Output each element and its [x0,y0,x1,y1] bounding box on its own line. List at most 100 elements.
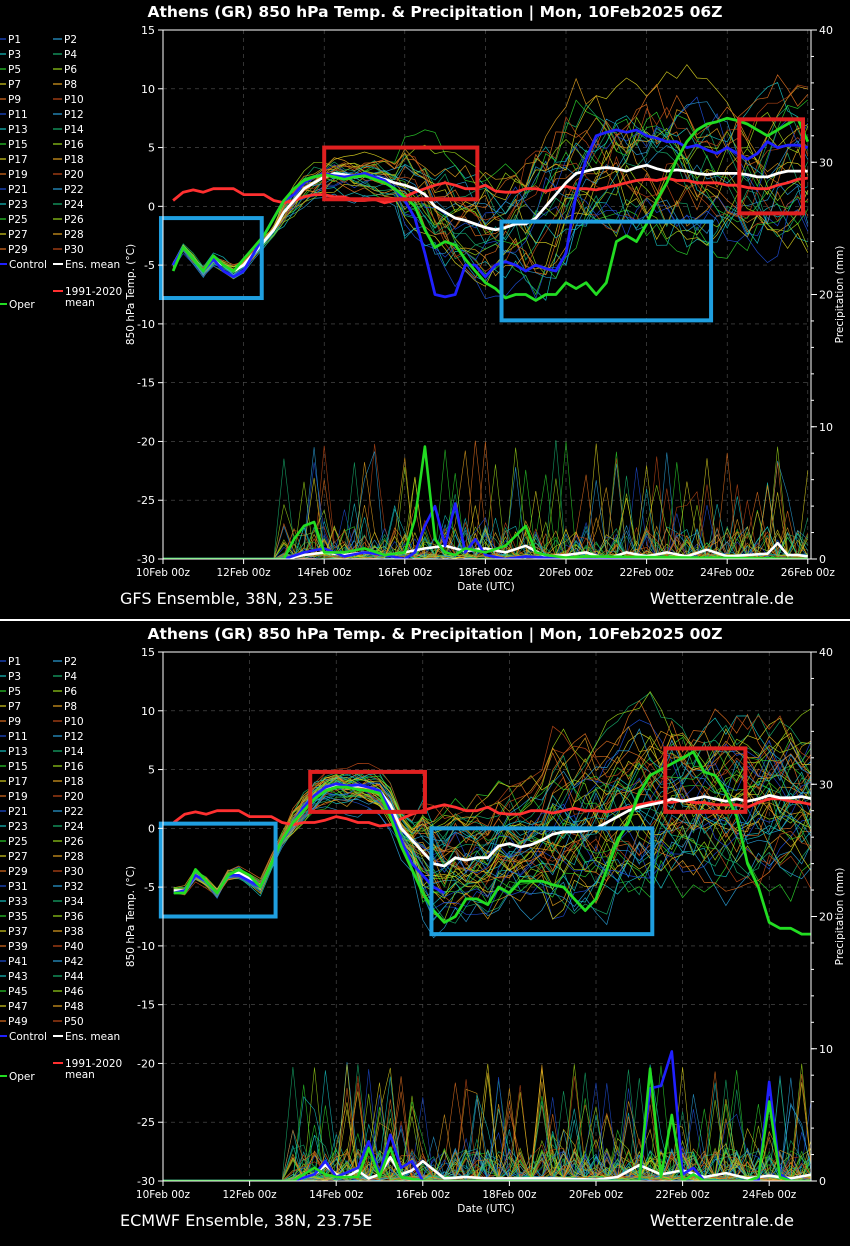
legend-label-p6: P6 [64,686,77,698]
ecmwf-ensemble-panel: Athens (GR) 850 hPa Temp. & Precipitatio… [0,622,850,1242]
legend-label-p40: P40 [64,941,84,953]
legend: P1 P2 P3 P4 P5 P6 P7 P8 P9 P10 P11 P12 P13 P14 P15 P16 P… [0,656,122,1083]
x-tick-label: 20Feb 00z [569,1189,624,1201]
legend-label-p46: P46 [64,986,84,998]
legend-label-p35: P35 [8,911,28,923]
member-line-p2 [172,181,809,282]
legend-label-p5: P5 [8,686,21,698]
series-line-ens-mean [171,163,808,273]
member-line-p29 [172,74,809,271]
member-precip-p34 [163,1069,811,1181]
legend-label-p24: P24 [64,821,84,833]
x-tick-label: 20Feb 00z [539,567,594,579]
ecmwf-ensemble-chart: Athens (GR) 850 hPa Temp. & Precipitatio… [0,625,846,1230]
member-line-p19 [173,773,811,895]
legend-label-p15: P15 [8,761,28,773]
y2-tick-label: 0 [819,553,826,566]
legend-label-p12: P12 [64,109,84,121]
y-tick-label: 10 [141,705,155,718]
member-precip-p37 [163,1082,811,1181]
legend-label-p30: P30 [64,244,84,256]
chart-title: Athens (GR) 850 hPa Temp. & Precipitatio… [148,3,723,22]
legend-label-p33: P33 [8,896,28,908]
x-tick-label: 22Feb 00z [620,567,675,579]
y2-axis-label: Precipitation (mm) [834,868,846,966]
legend-label-p13: P13 [8,746,28,758]
member-precip-p20 [163,1085,811,1181]
legend-label-p20: P20 [64,169,84,181]
member-precip-p11 [163,505,808,559]
legend-label-p37: P37 [8,926,28,938]
legend-label-p10: P10 [64,716,84,728]
legend-label-p30: P30 [64,866,84,878]
member-precip-p43 [163,1096,811,1181]
member-line-p47 [173,717,811,895]
annotation-box [737,117,805,216]
x-tick-label: 18Feb 00z [458,567,513,579]
y-tick-label: -20 [137,1057,155,1070]
legend-label-p43: P43 [8,971,28,983]
member-precip-p33 [163,1108,811,1181]
legend-label-p20: P20 [64,791,84,803]
legend-label-p4: P4 [64,49,77,61]
x-tick-label: 24Feb 00z [742,1189,797,1201]
x-axis-label: Date (UTC) [457,1203,514,1215]
member-line-p2 [173,806,811,939]
gfs-ensemble-panel: Athens (GR) 850 hPa Temp. & Precipitatio… [0,0,850,620]
member-precip-p39 [163,1091,811,1181]
y-axis-label: 850 hPa Temp. (°C) [125,244,137,345]
y2-tick-label: 40 [819,646,833,659]
legend-label-p28: P28 [64,229,84,241]
legend-label-p7: P7 [8,79,21,91]
legend-label-p25: P25 [8,836,28,848]
y2-tick-label: 40 [819,24,833,37]
y-tick-label: -10 [137,940,155,953]
y2-tick-label: 10 [819,421,833,434]
annotation-box [158,216,264,301]
member-precip-p21 [163,1083,811,1181]
annotation-box [663,746,748,814]
legend-label-p23: P23 [8,821,28,833]
legend-label-climo: 1991-2020 [65,286,122,298]
y-tick-label: -5 [144,259,155,272]
member-precip-p17 [163,476,809,559]
legend-label-p27: P27 [8,229,28,241]
legend-label-p19: P19 [8,791,28,803]
legend-label-oper: Oper [9,299,35,311]
model-source-label: GFS Ensemble, 38N, 23.5E [120,589,333,608]
y-tick-label: 5 [148,142,155,155]
legend-label-p1: P1 [8,34,21,46]
legend-label-p21: P21 [8,184,28,196]
legend-label-p28: P28 [64,851,84,863]
legend-label-p27: P27 [8,851,28,863]
y-tick-label: -5 [144,881,155,894]
member-line-p24 [173,779,811,894]
legend-label-p29: P29 [8,244,28,256]
member-precip-p2 [163,1094,811,1181]
member-precip-p41 [163,1082,811,1181]
y-tick-label: 10 [141,83,155,96]
member-precip-p22 [163,447,808,559]
legend-label-p50: P50 [64,1016,84,1028]
legend-label-p34: P34 [64,896,84,908]
member-precip-p47 [163,1082,811,1181]
legend-label-p6: P6 [64,64,77,76]
legend-label-p24: P24 [64,199,84,211]
legend-label-p48: P48 [64,1001,84,1013]
x-tick-label: 16Feb 00z [378,567,433,579]
y2-tick-label: 0 [819,1175,826,1188]
legend-label-p22: P22 [64,184,84,196]
member-precip-p44 [163,1091,811,1181]
legend-label-p49: P49 [8,1016,28,1028]
legend-label-p41: P41 [8,956,28,968]
site-credit-label: Wetterzentrale.de [650,1211,794,1230]
member-line-p20 [173,785,811,897]
x-tick-label: 24Feb 00z [700,567,755,579]
member-precip-p23 [163,1070,811,1181]
y-tick-label: -20 [137,435,155,448]
y-tick-label: 15 [141,24,155,37]
y-tick-label: 15 [141,646,155,659]
legend-label-p38: P38 [64,926,84,938]
y2-axis-label: Precipitation (mm) [834,246,846,344]
member-line-p17 [173,774,811,894]
